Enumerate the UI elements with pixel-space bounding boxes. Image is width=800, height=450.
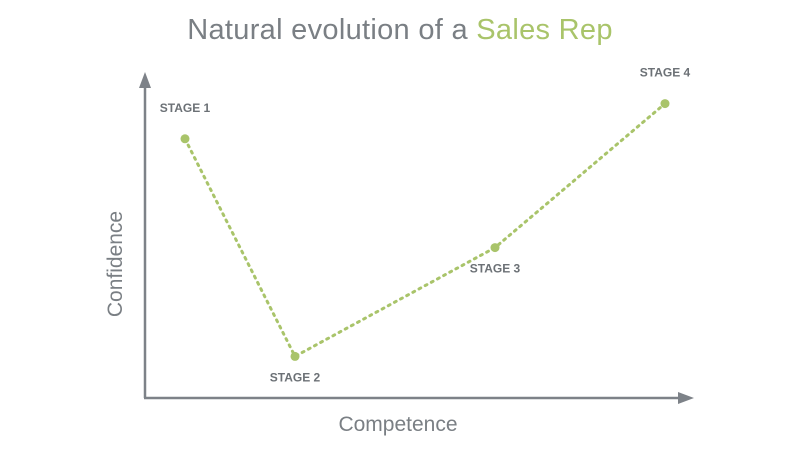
x-axis-label: Competence (338, 413, 457, 436)
data-point-stage-3 (490, 243, 500, 253)
chart-title: Natural evolution of a Sales Rep (0, 14, 800, 47)
y-axis (139, 72, 151, 398)
stage-label-4: STAGE 4 (640, 66, 691, 80)
y-axis-label: Confidence (104, 211, 127, 317)
series-line (183, 102, 667, 359)
stage-label-1: STAGE 1 (160, 101, 211, 115)
chart-title-prefix: Natural evolution of a (187, 14, 477, 46)
data-point-stage-1 (180, 134, 190, 144)
x-axis-arrow-icon (678, 392, 694, 404)
y-axis-arrow-icon (139, 72, 151, 88)
chart-title-highlight: Sales Rep (476, 14, 613, 46)
stage-label-3: STAGE 3 (470, 262, 521, 276)
x-axis (144, 392, 694, 404)
data-point-stage-2 (290, 351, 300, 361)
data-point-stage-4 (660, 99, 670, 109)
series-layer: STAGE 1 STAGE 2 STAGE 3 STAGE 4 (160, 66, 691, 385)
stage-label-2: STAGE 2 (270, 370, 321, 384)
